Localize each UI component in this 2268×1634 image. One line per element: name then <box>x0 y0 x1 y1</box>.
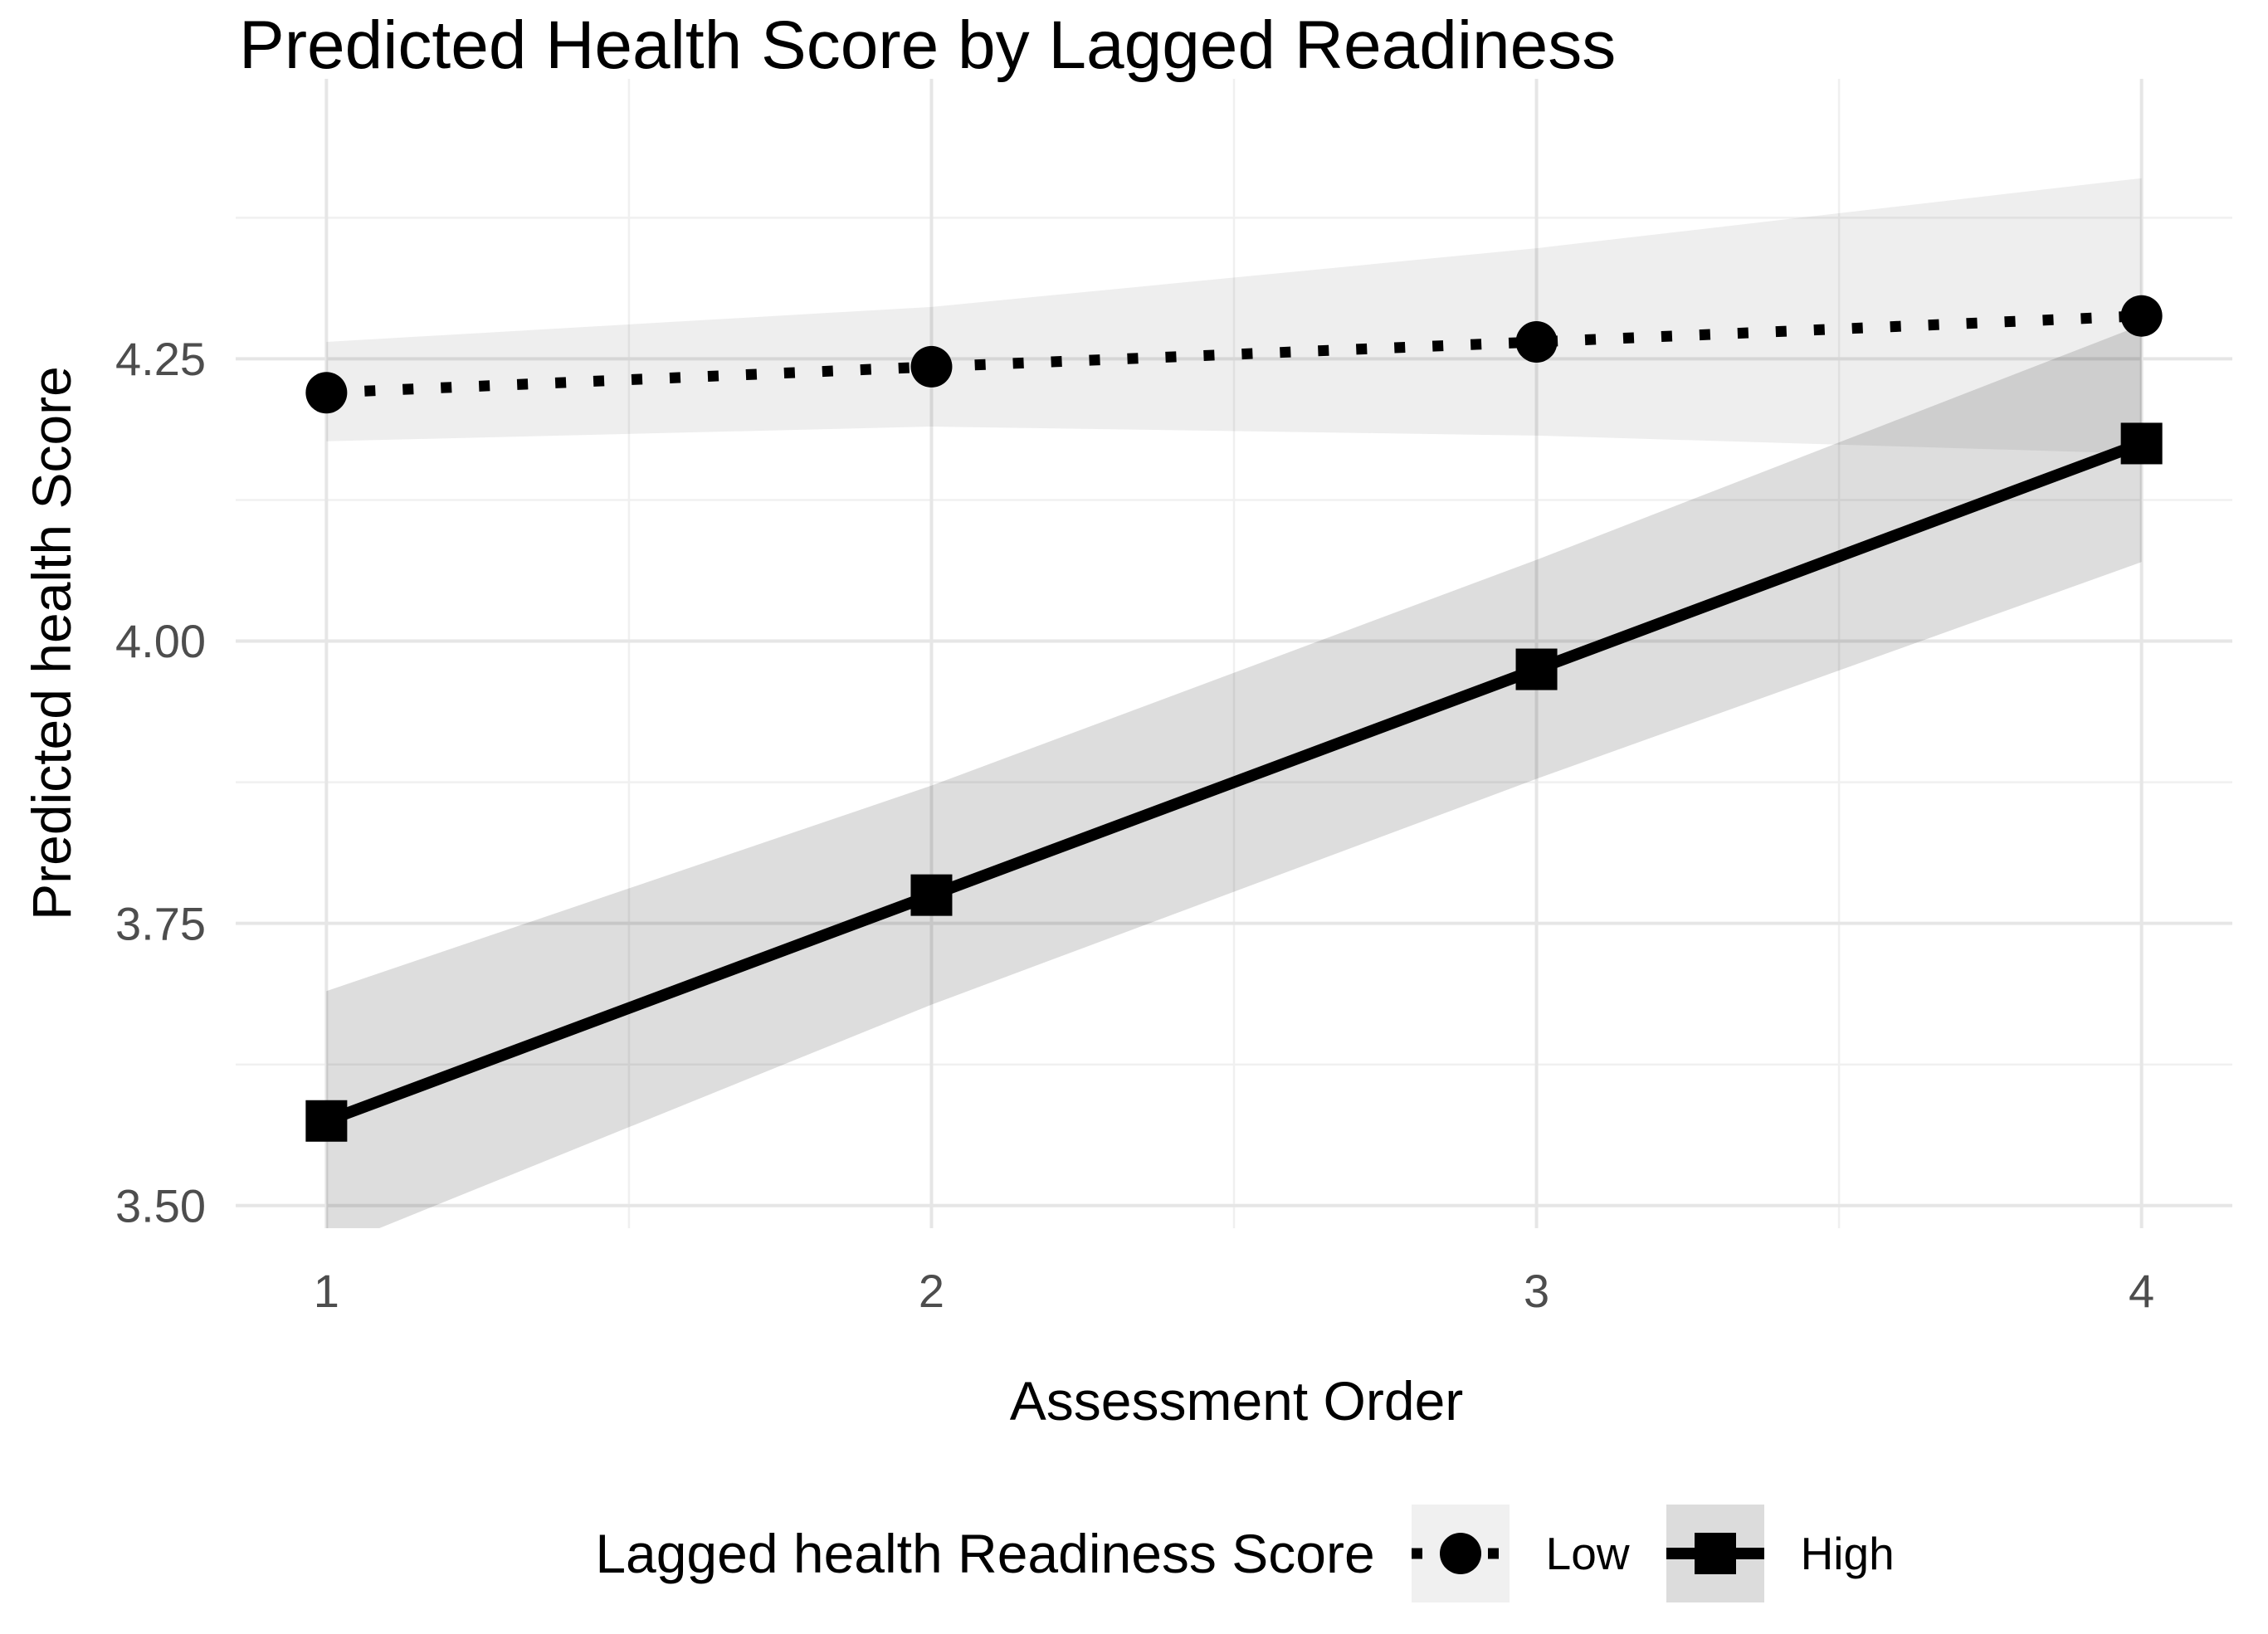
legend-item-low: Low <box>1411 1505 1630 1602</box>
point-low-x1 <box>305 372 348 414</box>
y-tick-label-4.00: 4.00 <box>115 615 206 667</box>
y-tick-label-3.75: 3.75 <box>115 897 206 949</box>
geom-layer <box>305 178 2163 1228</box>
legend: Lagged health Readiness Score Low High <box>235 1505 2255 1602</box>
legend-key-low-circle-icon <box>1411 1505 1510 1602</box>
x-tick-label-4: 4 <box>2129 1265 2154 1317</box>
x-tick-label-1: 1 <box>314 1265 339 1317</box>
legend-label-high: High <box>1800 1528 1895 1579</box>
legend-title: Lagged health Readiness Score <box>595 1523 1375 1584</box>
legend-key-high-square-icon <box>1666 1505 1764 1602</box>
x-tick-label-2: 2 <box>919 1265 944 1317</box>
x-axis-title: Assessment Order <box>1009 1370 1464 1432</box>
point-high-x2 <box>910 874 953 916</box>
y-tick-label-4.25: 4.25 <box>115 333 206 385</box>
ci-ribbon-low <box>326 178 2142 454</box>
point-high-x1 <box>305 1100 348 1142</box>
point-low-x4 <box>2120 295 2163 337</box>
chart-title: Predicted Health Score by Lagged Readine… <box>239 7 1617 83</box>
point-low-x3 <box>1515 320 1558 363</box>
legend-label-low: Low <box>1545 1528 1630 1579</box>
point-low-x2 <box>910 345 953 388</box>
legend-key-marker-circle <box>1439 1533 1481 1574</box>
legend-key-marker-square <box>1694 1533 1736 1574</box>
x-tick-label-3: 3 <box>1524 1265 1549 1317</box>
series-line-high <box>324 437 2144 1127</box>
y-axis-title: Predicted health Score <box>21 366 82 920</box>
point-high-x4 <box>2120 422 2163 465</box>
y-tick-label-3.50: 3.50 <box>115 1179 206 1232</box>
legend-item-high: High <box>1666 1505 1895 1602</box>
point-high-x3 <box>1515 648 1558 690</box>
